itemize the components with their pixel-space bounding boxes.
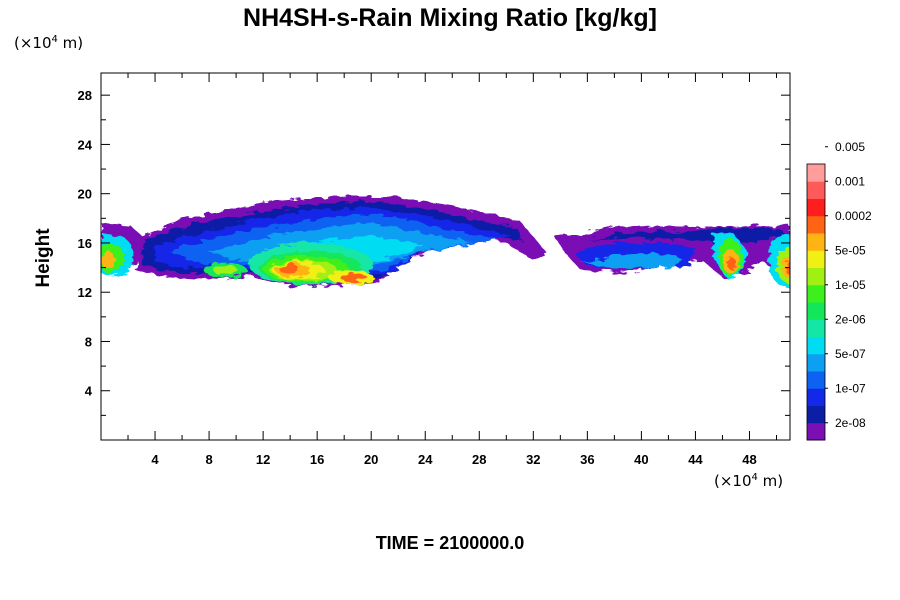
- y-tick-label-6: 28: [78, 88, 92, 103]
- colorbar-swatch-2: [807, 388, 825, 406]
- east-edge-red: [785, 262, 790, 275]
- x-tick-label-11: 48: [742, 452, 756, 467]
- west-lime: [213, 265, 238, 275]
- y-tick-label-5: 24: [78, 137, 93, 152]
- east-plume-red: [728, 257, 736, 271]
- colorbar-swatch-4: [807, 353, 825, 372]
- colorbar: 2e-08 1e-07 5e-07 2e-06 1e-05 5e-05 0.0002 0.00…: [806, 140, 872, 441]
- west-edge-orange: [101, 251, 116, 269]
- x-axis-unit: (×104 m): [714, 472, 784, 490]
- y-tick-label-4: 20: [78, 187, 92, 202]
- colorbar-swatch-10: [807, 250, 825, 268]
- colorbar-label-6: 0.0002: [835, 209, 872, 223]
- colorbar-label-2: 5e-07: [835, 347, 866, 361]
- chart-title: NH4SH-s-Rain Mixing Ratio [kg/kg]: [243, 4, 657, 32]
- field-east-sky: [581, 252, 682, 269]
- colorbar-swatch-3: [807, 371, 825, 389]
- x-tick-label-1: 8: [205, 452, 212, 467]
- colorbar-swatch-12: [807, 215, 825, 234]
- y-tick-label-1: 8: [85, 334, 92, 349]
- colorbar-label-5: 5e-05: [835, 243, 866, 257]
- colorbar-swatch-13: [807, 198, 825, 217]
- colorbar-label-1: 1e-07: [835, 381, 866, 395]
- colorbar-swatch-0: [807, 422, 825, 441]
- colorbar-label-4: 1e-05: [835, 278, 866, 292]
- y-axis-label: Height: [33, 228, 54, 288]
- time-label: TIME = 2100000.0: [375, 533, 525, 553]
- colorbar-swatch-8: [807, 284, 825, 303]
- colorbar-label-8: 0.005: [835, 140, 865, 154]
- colorbar-label-3: 2e-06: [835, 312, 866, 326]
- x-tick-label-0: 4: [151, 452, 159, 467]
- x-tick-label-2: 12: [256, 452, 270, 467]
- colorbar-swatch-11: [807, 233, 825, 251]
- x-tick-label-8: 36: [580, 452, 594, 467]
- core-east-orange: [340, 272, 368, 283]
- x-tick-label-3: 16: [310, 452, 324, 467]
- x-tick-label-5: 24: [418, 452, 433, 467]
- colorbar-swatch-15: [807, 164, 825, 182]
- y-tick-label-3: 16: [78, 236, 92, 251]
- y-axis-unit: (×104 m): [14, 34, 84, 52]
- colorbar-swatch-14: [807, 181, 825, 199]
- colorbar-label-7: 0.001: [835, 174, 865, 188]
- x-tick-label-4: 20: [364, 452, 378, 467]
- mixing-ratio-field: [101, 196, 790, 289]
- x-tick-label-6: 28: [472, 452, 486, 467]
- y-tick-label-2: 12: [78, 285, 92, 300]
- colorbar-frame: [806, 163, 826, 441]
- core-red-orange: [279, 263, 299, 274]
- plot-frame: [100, 72, 791, 441]
- field-east-upper-navy: [587, 228, 790, 245]
- x-tick-label-10: 44: [688, 452, 703, 467]
- colorbar-swatch-5: [807, 336, 825, 355]
- colorbar-swatch-7: [807, 302, 825, 320]
- colorbar-swatch-1: [807, 405, 825, 424]
- x-tick-label-7: 32: [526, 452, 540, 467]
- colorbar-label-0: 2e-08: [835, 416, 866, 430]
- y-tick-label-0: 4: [85, 384, 93, 399]
- x-tick-label-9: 40: [634, 452, 648, 467]
- colorbar-swatch-9: [807, 267, 825, 286]
- colorbar-swatch-6: [807, 319, 825, 337]
